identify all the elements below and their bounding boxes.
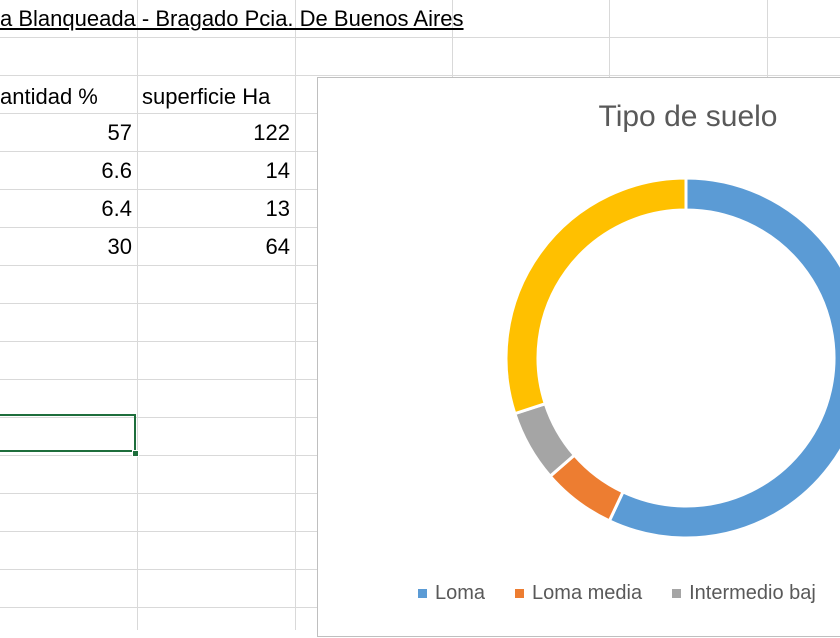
header-superficie[interactable]: superficie Ha xyxy=(142,84,271,109)
cell-superficie-4[interactable]: 64 xyxy=(265,234,290,259)
legend-swatch xyxy=(515,588,525,598)
legend-swatch xyxy=(418,588,427,598)
legend-item-loma-media: Loma media xyxy=(515,582,642,605)
cell-cantidad-4[interactable]: 30 xyxy=(107,234,132,259)
cell-superficie-1[interactable]: 122 xyxy=(253,120,290,145)
cell-cantidad-2[interactable]: 6.6 xyxy=(101,158,132,183)
chart-title: Tipo de suelo xyxy=(598,100,778,133)
cell-superficie-2[interactable]: 14 xyxy=(265,158,290,183)
gridline xyxy=(295,0,296,630)
fill-handle[interactable] xyxy=(132,450,139,457)
donut-slice-loma[interactable] xyxy=(607,176,840,540)
chart-area[interactable]: Tipo de suelo Loma Loma media Intermedio… xyxy=(317,77,840,637)
legend-label: Loma xyxy=(435,581,486,604)
gridline xyxy=(137,0,138,630)
cell-cantidad-1[interactable]: 57 xyxy=(107,120,132,145)
chart-legend: Loma Loma media Intermedio baj xyxy=(418,578,840,608)
gridline xyxy=(0,75,840,76)
legend-swatch xyxy=(672,588,682,598)
legend-item-loma: Loma xyxy=(418,582,485,605)
cell-superficie-3[interactable]: 13 xyxy=(265,196,290,221)
legend-label: Loma media xyxy=(532,581,643,604)
donut-chart xyxy=(504,176,840,540)
selected-cell[interactable] xyxy=(0,414,136,452)
legend-item-intermedio-bajo: Intermedio baj xyxy=(672,582,816,605)
gridline xyxy=(0,37,840,38)
legend-label: Intermedio baj xyxy=(689,581,816,604)
donut-slice-bajo[interactable] xyxy=(504,176,688,416)
sheet-title[interactable]: a Blanqueada - Bragado Pcia. De Buenos A… xyxy=(0,6,464,31)
cell-cantidad-3[interactable]: 6.4 xyxy=(101,196,132,221)
header-cantidad[interactable]: antidad % xyxy=(0,84,98,109)
